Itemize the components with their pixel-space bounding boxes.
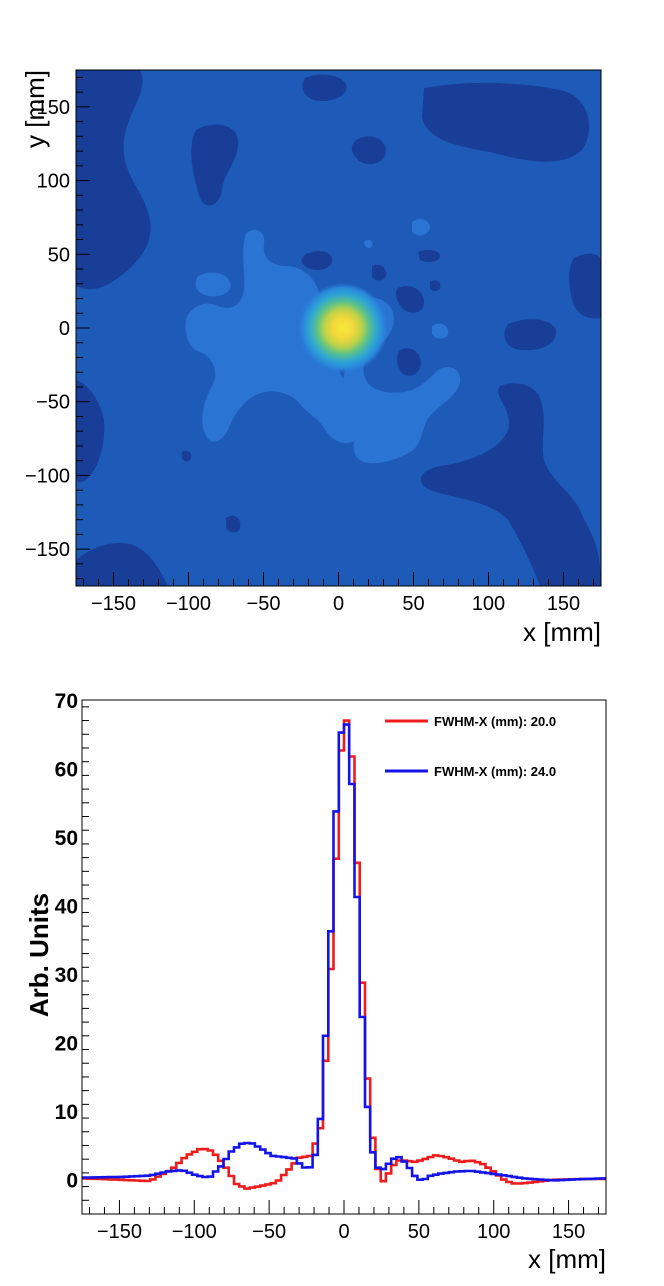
y-tick-label: 40 (55, 896, 78, 919)
heatmap-peak-spot (298, 283, 388, 373)
y-tick-label: −100 (25, 465, 70, 487)
heatmap-panel: −150 −100 −50 0 50 100 150 −150 −100 −50 0 50 100 150… (20, 69, 602, 647)
heatmap-low-regions (76, 70, 601, 586)
series-line-fwhm-20 (82, 719, 606, 1190)
x-tick-label: −50 (252, 1221, 286, 1243)
heatmap-peak (298, 283, 388, 373)
y-tick-label: 50 (55, 827, 78, 850)
line-tick-labels: −150 −100 −50 0 50 100 150 0 10 20 30 40 50 60 70 (55, 690, 586, 1243)
x-tick-label: −100 (166, 593, 211, 615)
heatmap-ticks (76, 76, 594, 586)
legend: FWHM-X (mm): 20.0 FWHM-X (mm): 24.0 (385, 714, 556, 779)
y-tick-label: 10 (55, 1101, 78, 1124)
x-tick-label: 50 (402, 593, 424, 615)
x-tick-label: 0 (338, 1221, 349, 1243)
x-tick-label: −100 (172, 1221, 217, 1243)
heatmap-xlabel: x [mm] (523, 617, 601, 647)
heatmap-ylabel: y [mm] (20, 70, 50, 148)
x-tick-label: 0 (333, 593, 344, 615)
x-tick-label: −150 (97, 1221, 142, 1243)
line-ticks (82, 706, 600, 1215)
x-tick-label: 150 (547, 593, 580, 615)
legend-label-fwhm-20: FWHM-X (mm): 20.0 (434, 714, 556, 729)
x-tick-label: 100 (477, 1221, 510, 1243)
y-tick-label: 50 (48, 244, 70, 266)
y-tick-label: −50 (36, 392, 70, 414)
y-tick-label: 100 (37, 171, 70, 193)
y-tick-label: 0 (66, 1170, 78, 1193)
heatmap-tick-labels: −150 −100 −50 0 50 100 150 −150 −100 −50 0 50 100 150 (25, 97, 580, 615)
y-tick-label: 150 (37, 97, 70, 119)
x-tick-label: 150 (552, 1221, 585, 1243)
x-tick-label: 50 (408, 1221, 430, 1243)
y-tick-label: 30 (55, 964, 78, 987)
line-xlabel: x [mm] (528, 1244, 606, 1274)
line-panel: −150 −100 −50 0 50 100 150 0 10 20 30 40 50 60 70 x [m… (24, 690, 607, 1274)
x-tick-label: 100 (472, 593, 505, 615)
y-tick-label: 60 (55, 759, 78, 782)
y-tick-label: −150 (25, 539, 70, 561)
legend-label-fwhm-24: FWHM-X (mm): 24.0 (434, 764, 556, 779)
x-tick-label: −150 (91, 593, 136, 615)
y-tick-label: 0 (59, 318, 70, 340)
y-tick-label: 70 (55, 690, 78, 713)
series-line-fwhm-24 (82, 723, 606, 1182)
line-ylabel: Arb. Units (24, 893, 54, 1017)
x-tick-label: −50 (247, 593, 281, 615)
y-tick-label: 20 (55, 1033, 78, 1056)
